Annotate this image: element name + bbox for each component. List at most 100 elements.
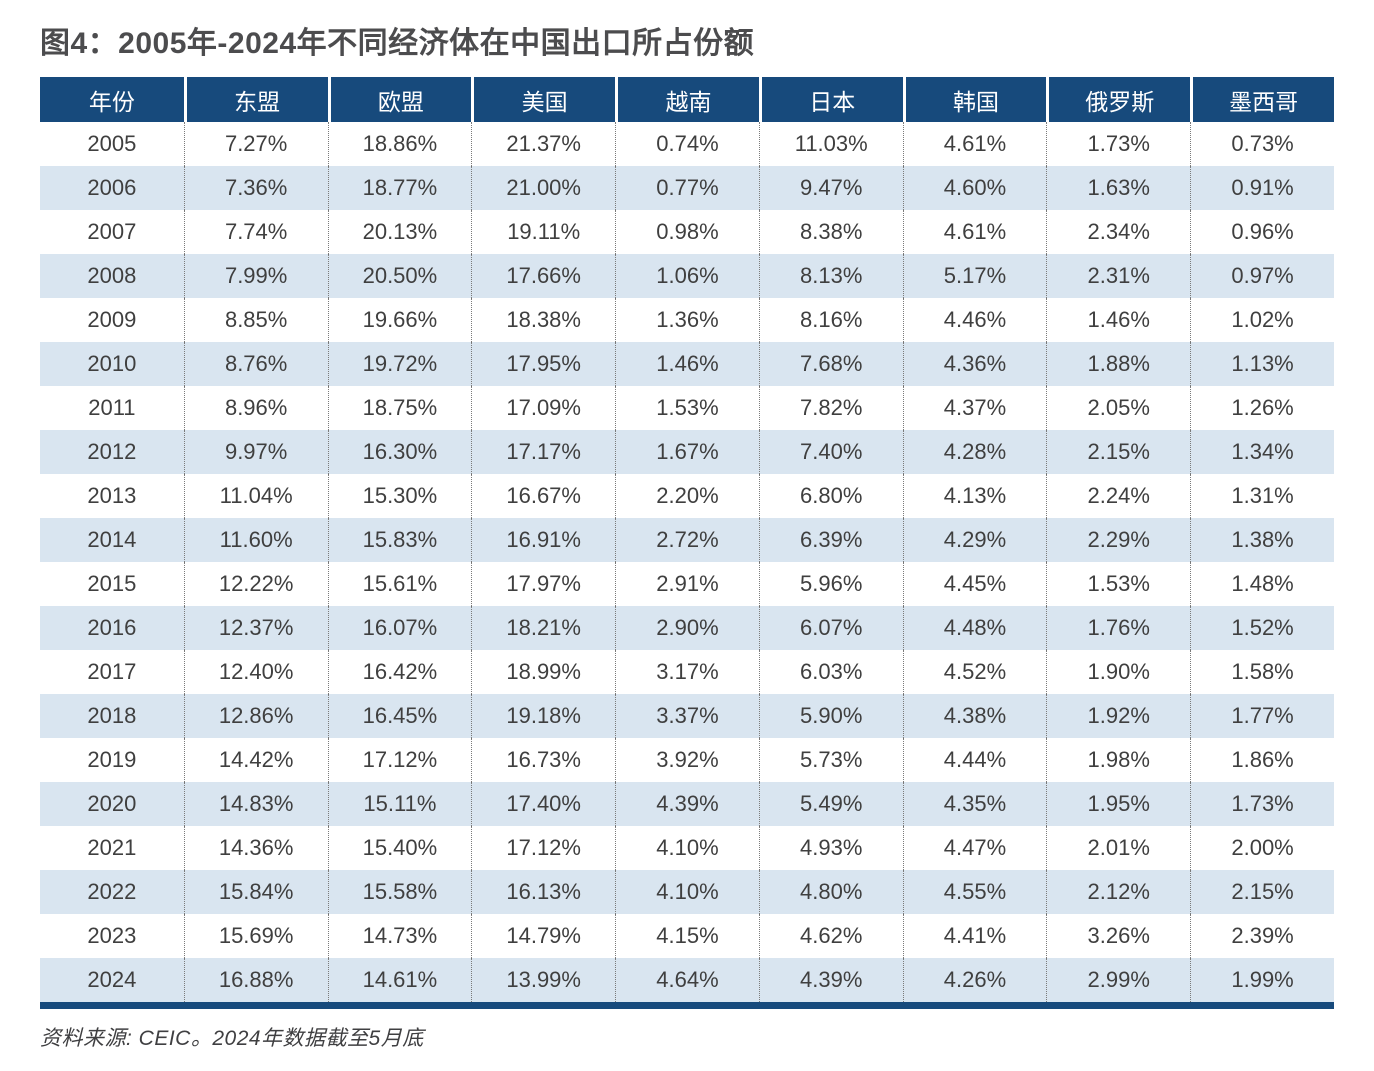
value-cell: 14.36%	[183, 826, 328, 870]
value-cell: 2.39%	[1190, 914, 1334, 958]
value-cell: 5.49%	[758, 782, 903, 826]
value-cell: 9.47%	[758, 166, 903, 210]
value-cell: 12.22%	[183, 562, 328, 606]
value-cell: 0.91%	[1190, 166, 1334, 210]
value-cell: 16.88%	[183, 958, 328, 1002]
year-cell: 2023	[40, 914, 184, 958]
value-cell: 7.40%	[758, 430, 903, 474]
column-header: 韩国	[902, 77, 1047, 122]
value-cell: 6.03%	[758, 650, 903, 694]
column-header: 日本	[758, 77, 903, 122]
value-cell: 4.15%	[615, 914, 759, 958]
value-cell: 1.73%	[1046, 122, 1191, 166]
value-cell: 1.31%	[1190, 474, 1334, 518]
value-cell: 1.77%	[1190, 694, 1334, 738]
table-row: 2021 14.36% 15.40% 17.12% 4.10% 4.93% 4.47% 2.0…	[40, 826, 1334, 870]
value-cell: 2.91%	[615, 562, 759, 606]
value-cell: 17.12%	[471, 826, 616, 870]
table-row: 2005 7.27% 18.86% 21.37% 0.74% 11.03% 4.61% 1.7…	[40, 122, 1334, 166]
value-cell: 7.74%	[183, 210, 328, 254]
value-cell: 16.67%	[471, 474, 616, 518]
value-cell: 16.07%	[327, 606, 472, 650]
value-cell: 11.60%	[183, 518, 328, 562]
value-cell: 1.88%	[1046, 342, 1191, 386]
value-cell: 1.90%	[1046, 650, 1191, 694]
value-cell: 12.37%	[183, 606, 328, 650]
value-cell: 2.20%	[615, 474, 759, 518]
table-row: 2009 8.85% 19.66% 18.38% 1.36% 8.16% 4.46% 1.46…	[40, 298, 1334, 342]
value-cell: 15.69%	[183, 914, 328, 958]
value-cell: 15.61%	[327, 562, 472, 606]
table-head: 年份 东盟 欧盟 美国 越南 日本 韩国 俄罗斯 墨西哥	[40, 77, 1334, 122]
value-cell: 8.85%	[183, 298, 328, 342]
value-cell: 4.93%	[758, 826, 903, 870]
table-row: 2011 8.96% 18.75% 17.09% 1.53% 7.82% 4.37% 2.05…	[40, 386, 1334, 430]
value-cell: 17.40%	[471, 782, 616, 826]
value-cell: 1.06%	[615, 254, 759, 298]
value-cell: 1.95%	[1046, 782, 1191, 826]
table-row: 2013 11.04% 15.30% 16.67% 2.20% 6.80% 4.13% 2.2…	[40, 474, 1334, 518]
export-share-table: 年份 东盟 欧盟 美国 越南 日本 韩国 俄罗斯 墨西哥 2005 7.27% 18.86% 21.3…	[40, 77, 1334, 1002]
table-row: 2015 12.22% 15.61% 17.97% 2.91% 5.96% 4.45% 1.5…	[40, 562, 1334, 606]
value-cell: 3.17%	[615, 650, 759, 694]
value-cell: 0.98%	[615, 210, 759, 254]
source-note: 资料来源: CEIC。2024年数据截至5月底	[40, 1027, 424, 1050]
value-cell: 1.76%	[1046, 606, 1191, 650]
value-cell: 19.18%	[471, 694, 616, 738]
value-cell: 0.73%	[1190, 122, 1334, 166]
value-cell: 4.10%	[615, 870, 759, 914]
value-cell: 20.50%	[327, 254, 472, 298]
value-cell: 1.53%	[1046, 562, 1191, 606]
value-cell: 1.38%	[1190, 518, 1334, 562]
value-cell: 4.35%	[902, 782, 1047, 826]
value-cell: 2.90%	[615, 606, 759, 650]
value-cell: 12.86%	[183, 694, 328, 738]
figure-title: 图4：2005年-2024年不同经济体在中国出口所占份额	[40, 27, 755, 60]
value-cell: 1.92%	[1046, 694, 1191, 738]
value-cell: 18.86%	[327, 122, 472, 166]
value-cell: 3.26%	[1046, 914, 1191, 958]
table-row: 2024 16.88% 14.61% 13.99% 4.64% 4.39% 4.26% 2.9…	[40, 958, 1334, 1002]
value-cell: 1.98%	[1046, 738, 1191, 782]
value-cell: 2.34%	[1046, 210, 1191, 254]
value-cell: 4.80%	[758, 870, 903, 914]
value-cell: 19.11%	[471, 210, 616, 254]
year-cell: 2013	[40, 474, 184, 518]
value-cell: 1.34%	[1190, 430, 1334, 474]
value-cell: 7.82%	[758, 386, 903, 430]
value-cell: 7.36%	[183, 166, 328, 210]
value-cell: 1.99%	[1190, 958, 1334, 1002]
value-cell: 8.13%	[758, 254, 903, 298]
value-cell: 16.13%	[471, 870, 616, 914]
value-cell: 16.91%	[471, 518, 616, 562]
year-cell: 2011	[40, 386, 184, 430]
value-cell: 7.27%	[183, 122, 328, 166]
value-cell: 17.95%	[471, 342, 616, 386]
value-cell: 8.96%	[183, 386, 328, 430]
value-cell: 2.15%	[1046, 430, 1191, 474]
value-cell: 4.44%	[902, 738, 1047, 782]
year-cell: 2021	[40, 826, 184, 870]
value-cell: 1.53%	[615, 386, 759, 430]
value-cell: 15.11%	[327, 782, 472, 826]
year-cell: 2007	[40, 210, 184, 254]
year-cell: 2024	[40, 958, 184, 1002]
year-cell: 2012	[40, 430, 184, 474]
value-cell: 2.99%	[1046, 958, 1191, 1002]
column-header: 美国	[471, 77, 616, 122]
value-cell: 1.13%	[1190, 342, 1334, 386]
value-cell: 15.84%	[183, 870, 328, 914]
year-cell: 2015	[40, 562, 184, 606]
value-cell: 14.83%	[183, 782, 328, 826]
value-cell: 1.02%	[1190, 298, 1334, 342]
value-cell: 0.96%	[1190, 210, 1334, 254]
table-row: 2023 15.69% 14.73% 14.79% 4.15% 4.62% 4.41% 3.2…	[40, 914, 1334, 958]
value-cell: 18.75%	[327, 386, 472, 430]
value-cell: 7.68%	[758, 342, 903, 386]
value-cell: 2.29%	[1046, 518, 1191, 562]
value-cell: 4.39%	[758, 958, 903, 1002]
table-row: 2020 14.83% 15.11% 17.40% 4.39% 5.49% 4.35% 1.9…	[40, 782, 1334, 826]
value-cell: 2.24%	[1046, 474, 1191, 518]
value-cell: 4.39%	[615, 782, 759, 826]
value-cell: 4.60%	[902, 166, 1047, 210]
